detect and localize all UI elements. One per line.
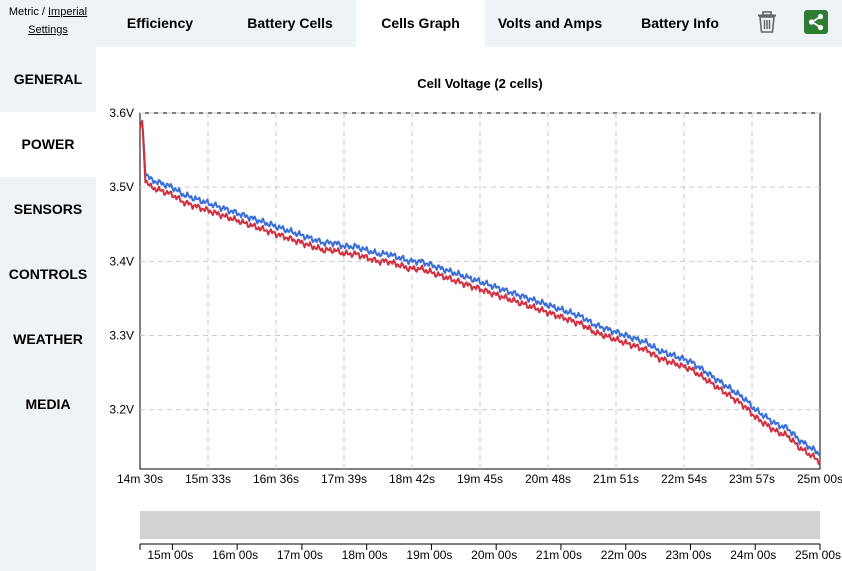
x-tick-label: 23m 57s [729,472,775,486]
navigator-tick-label: 17m 00s [277,548,323,562]
series-line-2 [139,119,821,465]
range-navigator[interactable] [140,511,820,539]
chart-title: Cell Voltage (2 cells) [417,76,543,91]
sidebar: GENERAL POWER SENSORS CONTROLS WEATHER M… [0,47,96,571]
metric-option[interactable]: Metric [8,6,39,18]
x-tick-label: 17m 39s [321,472,367,486]
navigator-axis: 15m 00s 16m 00s 17m 00s 18m 00s 19m 00s 20m 0… [139,544,841,562]
y-tick-label: 3.5V [109,180,134,194]
unit-toggle-row: Metric / Imperial [0,3,96,21]
series-lines [139,119,821,465]
x-tick-label: 21m 51s [593,472,639,486]
navigator-tick-label: 22m 00s [601,548,647,562]
navigator-tick-label: 18m 00s [342,548,388,562]
sidebar-item-general[interactable]: GENERAL [13,71,83,87]
navigator-tick-label: 23m 00s [665,548,711,562]
x-tick-label: 20m 48s [525,472,571,486]
x-tick-label: 15m 33s [185,472,231,486]
sidebar-item-power[interactable]: POWER [0,112,96,177]
trash-icon[interactable] [755,10,779,34]
x-tick-label: 19m 45s [457,472,503,486]
x-tick-label: 16m 36s [253,472,299,486]
x-tick-label: 18m 42s [389,472,435,486]
unit-settings: Metric / Imperial Settings [0,0,96,47]
x-tick-label: 22m 54s [661,472,707,486]
navigator-tick-label: 19m 00s [406,548,452,562]
settings-link[interactable]: Settings [28,24,68,36]
tab-volts-and-amps[interactable]: Volts and Amps [497,15,603,31]
imperial-link[interactable]: Imperial [48,6,88,18]
sidebar-item-media[interactable]: MEDIA [25,396,71,412]
share-icon[interactable] [804,10,828,34]
x-axis: 14m 30s 15m 33s 16m 36s 17m 39s 18m 42s 19m 4… [117,472,842,486]
y-tick-label: 3.2V [109,403,134,417]
navigator-tick-label: 24m 00s [730,548,776,562]
x-tick-label: 25m 00s [797,472,842,486]
series-line-1 [139,121,821,456]
y-tick-label: 3.3V [109,329,134,343]
y-tick-label: 3.6V [109,106,134,120]
top-tab-bar: Metric / Imperial Settings Efficiency Ba… [0,0,842,47]
navigator-tick-label: 21m 00s [536,548,582,562]
y-axis: 3.6V 3.5V 3.4V 3.3V 3.2V [109,106,134,417]
navigator-tick-label: 20m 00s [471,548,517,562]
x-tick-label: 14m 30s [117,472,163,486]
tab-battery-info[interactable]: Battery Info [641,15,719,31]
unit-separator: / [38,6,48,18]
tab-cells-graph[interactable]: Cells Graph [356,0,485,47]
tab-battery-cells[interactable]: Battery Cells [247,15,333,31]
sidebar-item-weather[interactable]: WEATHER [13,331,83,347]
navigator-tick-label: 15m 00s [147,548,193,562]
sidebar-item-sensors[interactable]: SENSORS [13,201,83,217]
tab-efficiency[interactable]: Efficiency [126,15,194,31]
navigator-tick-label: 25m 00s [795,548,841,562]
y-tick-label: 3.4V [109,254,134,268]
navigator-tick-label: 16m 00s [212,548,258,562]
sidebar-item-controls[interactable]: CONTROLS [8,266,88,282]
